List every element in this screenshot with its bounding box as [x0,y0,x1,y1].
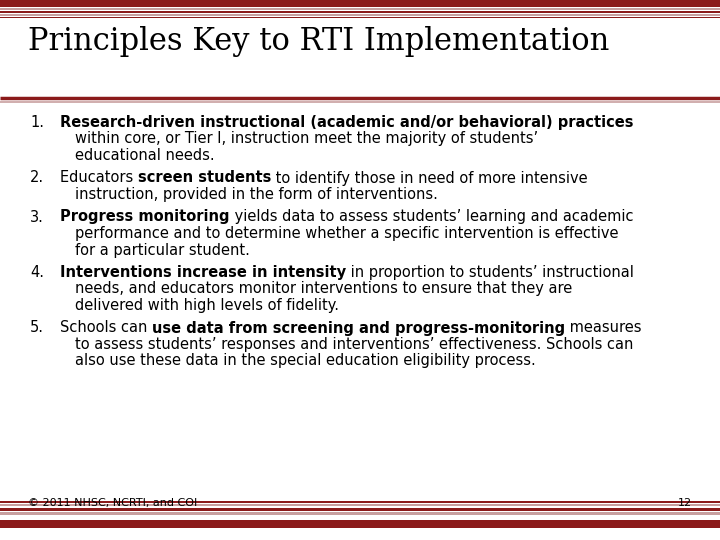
Bar [0,0,720,7]
Text: yields data to assess students’ learning and academic: yields data to assess students’ learning… [230,210,633,225]
Text: Educators: Educators [60,171,138,186]
Text: instruction, provided in the form of interventions.: instruction, provided in the form of int… [75,187,438,202]
Bar [0,11,720,13]
Text: © 2011 NHSC, NCRTI, and COI: © 2011 NHSC, NCRTI, and COI [28,498,197,508]
Text: performance and to determine whether a specific intervention is effective: performance and to determine whether a s… [75,226,618,241]
Bar [0,512,720,515]
Text: to identify those in need of more intensive: to identify those in need of more intens… [271,171,588,186]
Text: 4.: 4. [30,265,44,280]
Bar [0,14,720,16]
Text: 1.: 1. [30,115,44,130]
Text: measures: measures [565,321,642,335]
Bar [0,508,720,511]
Text: Interventions increase in intensity: Interventions increase in intensity [60,265,346,280]
Text: screen students: screen students [138,171,271,186]
Text: needs, and educators monitor interventions to ensure that they are: needs, and educators monitor interventio… [75,281,572,296]
Text: 3.: 3. [30,210,44,225]
Text: educational needs.: educational needs. [75,148,215,163]
Text: Research-driven instructional (academic and/or behavioral) practices: Research-driven instructional (academic … [60,115,634,130]
Text: in proportion to students’ instructional: in proportion to students’ instructional [346,265,634,280]
Text: Progress monitoring: Progress monitoring [60,210,230,225]
Text: for a particular student.: for a particular student. [75,242,250,258]
Text: use data from screening and progress-monitoring: use data from screening and progress-mon… [152,321,565,335]
Bar [0,501,720,503]
Bar [0,17,720,18]
Bar [0,504,720,506]
Text: Principles Key to RTI Implementation: Principles Key to RTI Implementation [28,26,609,57]
Bar [0,520,720,528]
Text: Schools can: Schools can [60,321,152,335]
Text: also use these data in the special education eligibility process.: also use these data in the special educa… [75,354,536,368]
Text: within core, or Tier I, instruction meet the majority of students’: within core, or Tier I, instruction meet… [75,132,538,146]
Text: 12: 12 [678,498,692,508]
Bar [0,8,720,10]
Text: 5.: 5. [30,321,44,335]
Text: delivered with high levels of fidelity.: delivered with high levels of fidelity. [75,298,339,313]
Text: to assess students’ responses and interventions’ effectiveness. Schools can: to assess students’ responses and interv… [75,337,634,352]
Text: 2.: 2. [30,171,44,186]
